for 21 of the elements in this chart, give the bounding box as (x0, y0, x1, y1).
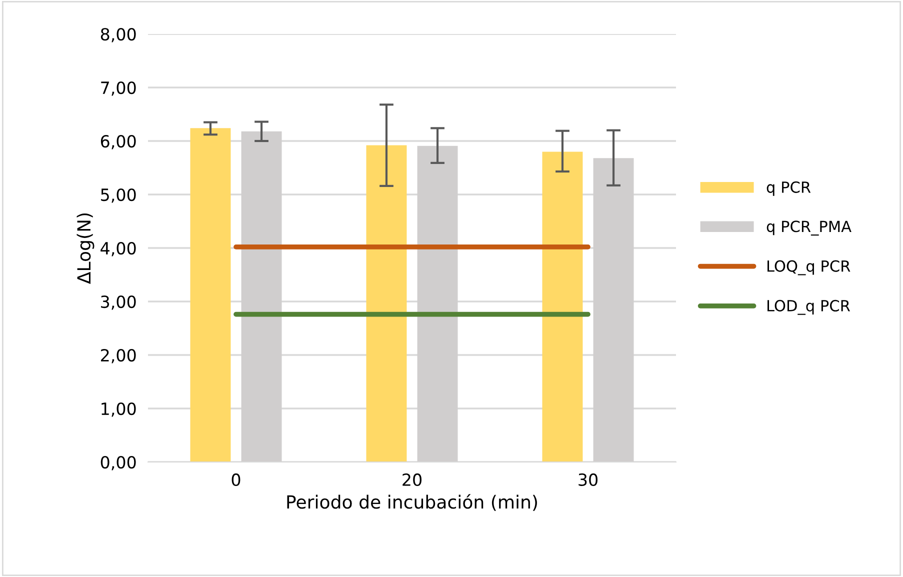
legend-label: q PCR_PMA (766, 220, 852, 236)
y-tick-label: 7,00 (101, 81, 136, 96)
y-axis-title: ΔLog(N) (76, 213, 94, 284)
x-axis-title: Periodo de incubación (min) (287, 494, 537, 511)
y-tick-label: 8,00 (100, 28, 136, 42)
x-tick-label: 0 (232, 473, 240, 486)
y-tick-label: 2,00 (101, 348, 136, 364)
legend-label: LOD_q PCR (768, 300, 850, 315)
legend-label: q PCR (766, 181, 811, 196)
x-tick-label: 20 (402, 473, 422, 486)
bar (366, 145, 407, 462)
y-tick-label: 6,00 (100, 134, 136, 150)
y-tick-label: 3,00 (101, 295, 136, 310)
y-tick-label: 5,00 (101, 188, 136, 203)
y-tick-label: 0,00 (100, 456, 136, 470)
y-tick-label: 4,00 (100, 242, 136, 256)
bar (190, 128, 231, 462)
x-tick-label: 30 (578, 473, 598, 486)
legend-label: LOQ_q PCR (768, 260, 850, 276)
y-tick-label: 1,00 (102, 402, 136, 417)
bar (542, 152, 583, 462)
